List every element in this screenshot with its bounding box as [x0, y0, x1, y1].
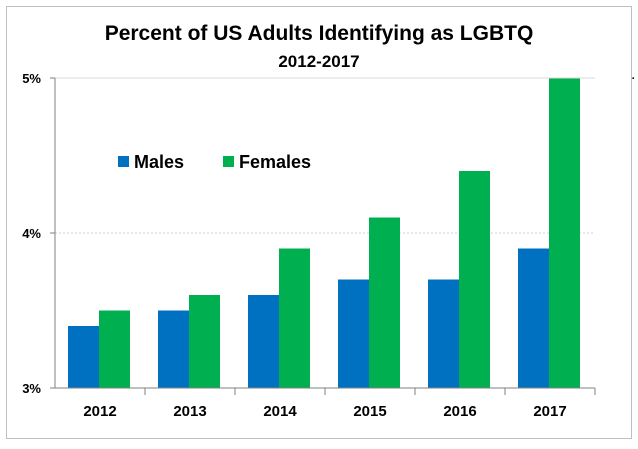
bar-males-2016 [428, 279, 459, 388]
bar-males-2013 [158, 310, 189, 388]
bar-males-2014 [248, 295, 279, 388]
stray-mark: . [631, 66, 636, 83]
legend-swatch-females [223, 156, 234, 167]
bar-females-2014 [279, 248, 310, 388]
x-tick-label: 2013 [173, 403, 206, 420]
x-tick-label: 2016 [443, 403, 476, 420]
y-tick-label: 4% [22, 226, 41, 241]
bars [68, 78, 580, 388]
bar-females-2017 [549, 78, 580, 388]
bar-males-2015 [338, 279, 369, 388]
legend-label-males: Males [134, 152, 184, 172]
legend: Males Females [118, 152, 311, 172]
x-tick-label: 2015 [353, 403, 386, 420]
x-tick-label: 2014 [263, 403, 297, 420]
chart-subtitle: 2012-2017 [278, 52, 360, 71]
tick-labels: 3% 4% 5% 2012 2013 2014 2015 2016 2017 [22, 71, 566, 420]
bar-females-2013 [189, 295, 220, 388]
x-tick-label: 2012 [83, 403, 116, 420]
chart-title: Percent of US Adults Identifying as LGBT… [104, 22, 534, 45]
bar-males-2017 [518, 248, 549, 388]
bar-females-2015 [369, 217, 400, 388]
legend-swatch-males [118, 156, 129, 167]
y-tick-label: 3% [22, 381, 41, 396]
y-tick-label: 5% [22, 71, 41, 86]
bar-males-2012 [68, 326, 99, 388]
bar-females-2016 [459, 171, 490, 388]
bar-females-2012 [99, 310, 130, 388]
legend-label-females: Females [239, 152, 311, 172]
x-tick-label: 2017 [533, 403, 566, 420]
axes [50, 77, 596, 395]
